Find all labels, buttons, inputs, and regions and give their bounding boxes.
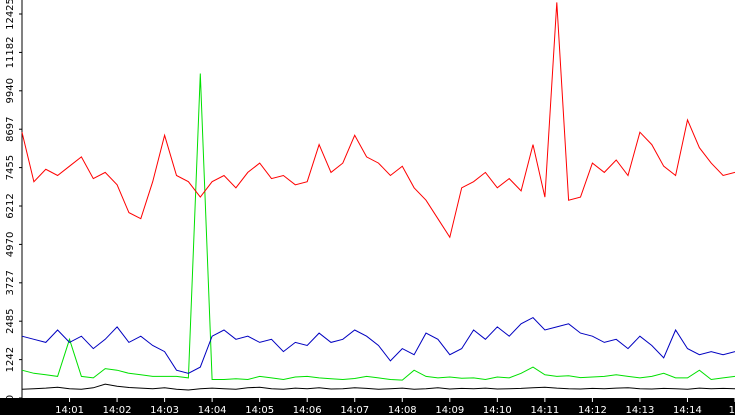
y-tick-label: 2485	[5, 308, 16, 333]
series-line	[21, 383, 735, 391]
x-tick-label: 14:05	[245, 405, 274, 415]
y-tick-label: 7455	[5, 155, 16, 180]
x-tick-label: 14:04	[198, 405, 227, 415]
y-tick-label: 9940	[5, 78, 16, 103]
x-tick-label: 14:01	[55, 405, 84, 415]
x-tick-label: 14	[729, 405, 735, 415]
y-tick-label: 3727	[5, 270, 16, 295]
x-tick-label: 14:12	[578, 405, 607, 415]
y-tick-label: 12425	[5, 0, 16, 30]
series-line	[21, 2, 735, 239]
x-tick-label: 14:06	[293, 405, 322, 415]
x-tick-label: 14:11	[530, 405, 559, 415]
x-tick-label: 14:03	[150, 405, 179, 415]
x-tick-label: 14:08	[388, 405, 417, 415]
y-tick-label: 4970	[5, 232, 16, 257]
x-tick-label: 14:13	[626, 405, 655, 415]
series-line	[21, 316, 735, 374]
x-axis-bar	[0, 398, 735, 415]
y-tick-label: 11182	[5, 37, 16, 69]
y-tick-label: 0	[5, 395, 16, 401]
x-tick-label: 14:02	[103, 405, 132, 415]
series-line	[21, 73, 735, 381]
y-tick-label: 8697	[5, 116, 16, 141]
y-tick-label: 6212	[5, 193, 16, 218]
x-tick-label: 14:14	[673, 405, 702, 415]
y-tick-label: 1242	[5, 347, 16, 372]
x-tick-label: 14:09	[435, 405, 464, 415]
x-tick-label: 14:10	[483, 405, 512, 415]
x-tick-label: 14:07	[340, 405, 369, 415]
